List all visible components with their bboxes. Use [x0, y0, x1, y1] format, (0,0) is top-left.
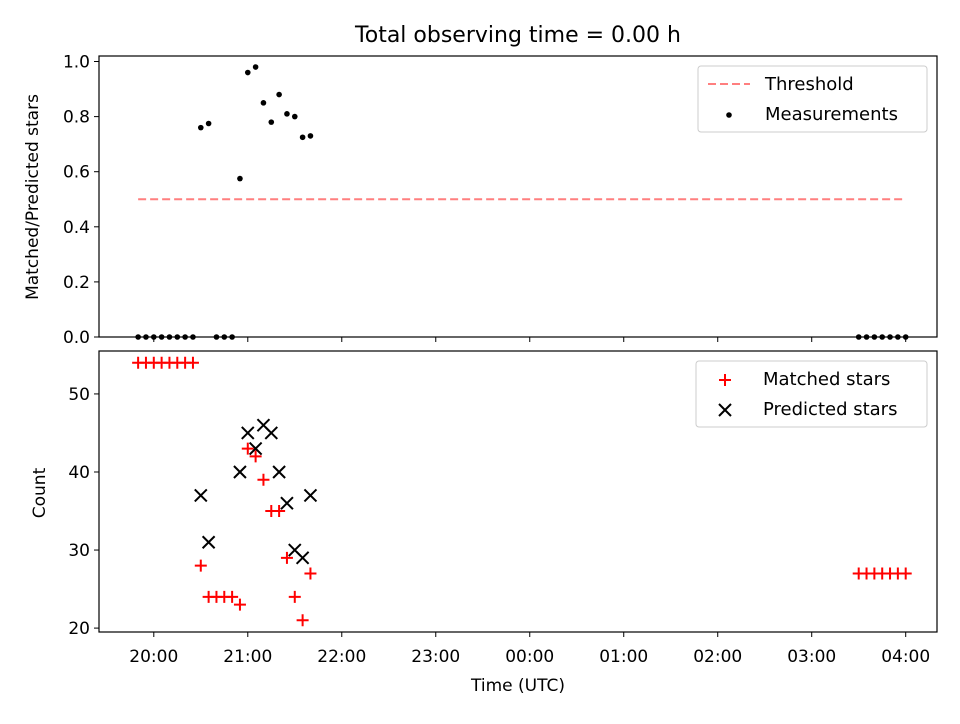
bottom-legend: Matched stars Predicted stars — [695, 360, 928, 428]
threshold-legend-label: Threshold — [764, 74, 854, 95]
x-tick-label: 23:00 — [411, 647, 460, 667]
x-tick-label: 01:00 — [599, 647, 648, 667]
y-tick-label: 20 — [68, 619, 90, 639]
predicted-legend-swatch — [718, 403, 732, 417]
x-tick-label: 00:00 — [505, 647, 554, 667]
top-legend: Threshold Measurements — [697, 65, 928, 133]
predicted-star-point — [248, 441, 263, 456]
predicted-star-point — [201, 535, 216, 549]
measurement-point — [307, 133, 314, 139]
chart-title: Total observing time = 0.00 h — [354, 23, 681, 48]
matched-star-point — [233, 598, 246, 611]
predicted-star-point — [303, 488, 318, 503]
matched-star-point — [288, 590, 301, 603]
y-tick-label: 0.6 — [63, 163, 90, 183]
y-tick-label: 50 — [68, 385, 90, 405]
measurement-point — [291, 113, 298, 120]
y-tick-label: 0.2 — [63, 273, 90, 293]
predicted-star-point — [241, 426, 255, 440]
predicted-star-point — [194, 488, 208, 503]
y-tick-label: 1.0 — [63, 53, 90, 73]
top-panel: 0.0 0.2 0.4 0.6 0.8 1.0 Matched/Predicted sta… — [23, 53, 938, 348]
y-tick-label: 30 — [68, 541, 90, 561]
top-y-ticks: 0.0 0.2 0.4 0.6 0.8 1.0 — [63, 53, 99, 348]
bottom-plot-area — [132, 356, 912, 627]
matched-star-point — [226, 590, 239, 603]
matched-star-point — [280, 551, 293, 564]
bottom-y-ticks: 20 30 40 50 — [68, 385, 99, 639]
measurement-point — [284, 111, 290, 117]
predicted-star-point — [295, 551, 310, 565]
bottom-x-ticks: 20:00 21:00 22:00 23:00 00:00 01:00 02:00 03:00… — [129, 632, 930, 667]
top-legend-box — [697, 65, 928, 133]
matched-legend-label: Matched stars — [763, 369, 890, 390]
measurement-point — [252, 64, 259, 70]
y-tick-label: 0.0 — [63, 328, 90, 348]
measurement-point — [260, 100, 267, 106]
bottom-axes-frame — [98, 350, 938, 633]
x-tick-label: 02:00 — [693, 647, 742, 667]
matched-star-point — [296, 614, 309, 627]
predicted-star-point — [233, 465, 247, 479]
y-tick-label: 40 — [68, 463, 90, 483]
top-y-axis-label: Matched/Predicted stars — [23, 94, 43, 300]
top-x-ticks — [153, 337, 907, 342]
top-axes-frame — [98, 55, 938, 338]
x-tick-label: 03:00 — [787, 647, 836, 667]
bottom-panel: 20 30 40 50 20:00 21:00 22:00 23:00 00:00 01:00 0… — [30, 350, 938, 696]
matched-star-point — [249, 450, 262, 463]
measurements-legend-label: Measurements — [765, 104, 898, 125]
x-tick-label: 20:00 — [129, 647, 178, 667]
measurement-point — [197, 124, 204, 131]
bottom-y-axis-label: Count — [30, 467, 50, 518]
measurement-point — [299, 134, 306, 141]
bottom-legend-box — [695, 360, 928, 428]
measurement-point — [244, 69, 251, 76]
x-tick-label: 22:00 — [317, 647, 366, 667]
matched-star-point — [899, 567, 912, 580]
measurement-point — [268, 119, 275, 125]
matched-star-point — [194, 559, 207, 572]
matched-star-point — [273, 505, 286, 518]
measurement-point — [205, 120, 212, 127]
y-tick-label: 0.4 — [63, 218, 90, 238]
x-tick-label: 04:00 — [881, 647, 930, 667]
measurements-legend-swatch — [726, 112, 732, 118]
predicted-star-point — [264, 426, 278, 440]
matched-star-point — [186, 356, 199, 369]
matched-star-point — [304, 567, 317, 580]
matched-star-point — [257, 473, 270, 486]
matched-star-point — [241, 442, 254, 455]
measurement-point — [237, 175, 243, 182]
predicted-star-point — [280, 496, 294, 510]
measurement-point — [276, 91, 282, 98]
x-axis-label: Time (UTC) — [470, 676, 565, 696]
y-tick-label: 0.8 — [63, 108, 90, 128]
predicted-legend-label: Predicted stars — [763, 399, 897, 420]
predicted-star-point — [272, 465, 286, 479]
matched-legend-swatch — [719, 374, 731, 386]
x-tick-label: 21:00 — [223, 647, 272, 667]
